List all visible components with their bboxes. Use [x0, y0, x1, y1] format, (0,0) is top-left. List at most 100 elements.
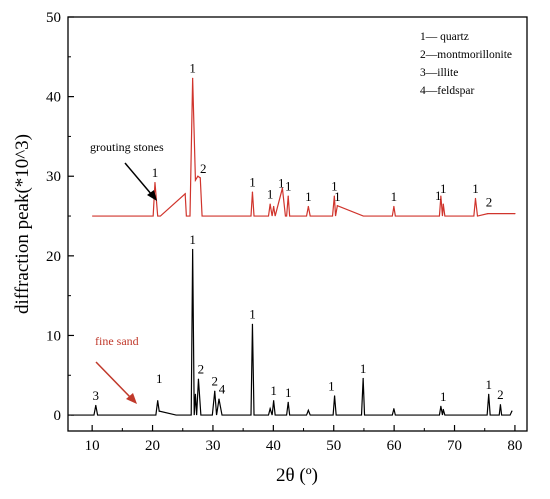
- peak-point-fine-sand: [362, 377, 364, 380]
- annotations: grouting stones fine sand: [90, 140, 164, 404]
- y-tick-label: 40: [46, 90, 61, 106]
- peak-label: 1: [278, 175, 285, 190]
- peak-label: 2: [486, 194, 493, 209]
- peak-point-grouting-stones: [251, 191, 254, 193]
- peak-point-fine-sand: [251, 323, 254, 325]
- x-tick-label: 80: [507, 438, 522, 454]
- y-tick-label: 30: [46, 169, 61, 185]
- x-tick-label: 10: [85, 438, 100, 454]
- annotation-arrowhead-grouting-stones: [147, 190, 157, 201]
- peak-label: 2: [198, 362, 205, 377]
- peak-point-grouting-stones: [197, 175, 199, 177]
- y-tick-label: 20: [46, 249, 61, 265]
- peak-label: 1: [328, 378, 335, 393]
- legend-entry-montmorillonite: 2—montmorillonite: [420, 49, 512, 61]
- peak-label: 1: [305, 189, 312, 204]
- peak-point-grouting-stones: [184, 193, 186, 195]
- series-line-grouting-stones: [92, 78, 515, 217]
- peak-point-fine-sand: [157, 400, 159, 402]
- peak-label: 2: [497, 387, 504, 402]
- y-axis-title: diffraction peak(*10^3): [12, 134, 33, 314]
- peak-point-grouting-stones: [474, 197, 477, 200]
- peak-point-grouting-stones: [333, 195, 335, 197]
- series-layer: [71, 77, 516, 416]
- peak-point-fine-sand: [333, 395, 336, 397]
- y-tick-label: 0: [54, 408, 62, 424]
- annotation-arrow-grouting-stones: [124, 162, 153, 196]
- peak-label: 3: [93, 388, 100, 403]
- peak-point-grouting-stones: [514, 213, 516, 215]
- x-tick-label: 40: [266, 438, 281, 454]
- peak-point-fine-sand: [287, 401, 289, 403]
- legend-entry-illite: 3—illite: [420, 67, 458, 79]
- peak-point-fine-sand: [214, 390, 216, 392]
- peak-point-fine-sand: [511, 410, 513, 412]
- peak-point-fine-sand: [218, 398, 220, 400]
- y-axis: 0 10 20 30 40 50: [46, 10, 74, 424]
- x-tick-label: 30: [205, 438, 220, 454]
- peak-point-grouting-stones: [487, 213, 489, 215]
- peak-point-fine-sand: [192, 248, 194, 251]
- peak-point-fine-sand: [95, 404, 97, 407]
- x-axis-title: 2θ (º): [276, 465, 318, 486]
- peak-label: 1: [249, 307, 256, 322]
- peak-point-fine-sand: [197, 378, 200, 380]
- peak-point-fine-sand: [269, 408, 271, 410]
- peak-label: 1: [189, 61, 196, 76]
- x-tick-label: 20: [145, 438, 160, 454]
- peak-point-grouting-stones: [440, 195, 442, 197]
- y-tick-label: 50: [46, 10, 61, 26]
- peak-point-fine-sand: [499, 404, 502, 406]
- peak-point-fine-sand: [273, 400, 275, 402]
- x-axis: 10 20 30 40 50 60 70 80: [85, 425, 522, 454]
- peak-point-grouting-stones: [199, 177, 201, 179]
- peak-label: 1: [472, 181, 479, 196]
- peak-point-fine-sand: [488, 393, 490, 395]
- peak-label: 1: [440, 389, 447, 404]
- peak-label: 1: [440, 181, 447, 196]
- peak-point-fine-sand: [307, 409, 309, 411]
- peak-point-grouting-stones: [287, 195, 289, 197]
- peak-point-fine-sand: [194, 393, 197, 395]
- peak-label: 1: [270, 383, 277, 398]
- peak-point-grouting-stones: [393, 205, 395, 208]
- peak-point-grouting-stones: [269, 203, 271, 205]
- annotation-arrow-fine-sand: [95, 361, 132, 399]
- peak-label: 2: [212, 374, 219, 389]
- peak-label: 1: [435, 188, 442, 203]
- peak-label: 1: [331, 179, 338, 194]
- peak-label: 1: [285, 179, 292, 194]
- peak-point-fine-sand: [440, 405, 442, 407]
- annotation-fine-sand: fine sand: [95, 334, 139, 348]
- peak-point-fine-sand: [158, 410, 160, 412]
- series-fine-sand: [71, 248, 513, 416]
- peak-point-fine-sand: [442, 408, 444, 411]
- peak-label: 2: [200, 161, 207, 176]
- peak-label: 1: [485, 377, 492, 392]
- peak-point-grouting-stones: [154, 182, 156, 184]
- x-tick-label: 60: [387, 438, 402, 454]
- series-line-fine-sand: [71, 249, 513, 416]
- annotation-arrowhead-fine-sand: [126, 393, 137, 404]
- legend-entry-feldspar: 4—feldspar: [420, 85, 474, 97]
- peak-point-grouting-stones: [273, 205, 275, 208]
- peak-point-grouting-stones: [194, 179, 197, 181]
- peak-label: 1: [267, 187, 274, 202]
- y-tick-label: 10: [46, 328, 61, 344]
- peak-point-grouting-stones: [307, 205, 309, 208]
- peak-label: 1: [156, 371, 163, 386]
- peak-point-grouting-stones: [442, 203, 444, 205]
- x-tick-label: 50: [326, 438, 341, 454]
- annotation-grouting-stones: grouting stones: [90, 140, 164, 154]
- peak-label: 1: [360, 361, 367, 376]
- peak-label: 1: [189, 232, 196, 247]
- legend: 1— quartz 2—montmorillonite 3—illite 4—f…: [420, 31, 512, 97]
- peak-label: 1: [334, 189, 341, 204]
- peak-label: 4: [219, 382, 226, 397]
- peak-label: 1: [285, 385, 292, 400]
- plot-frame: [67, 16, 528, 432]
- peak-point-grouting-stones: [336, 205, 338, 207]
